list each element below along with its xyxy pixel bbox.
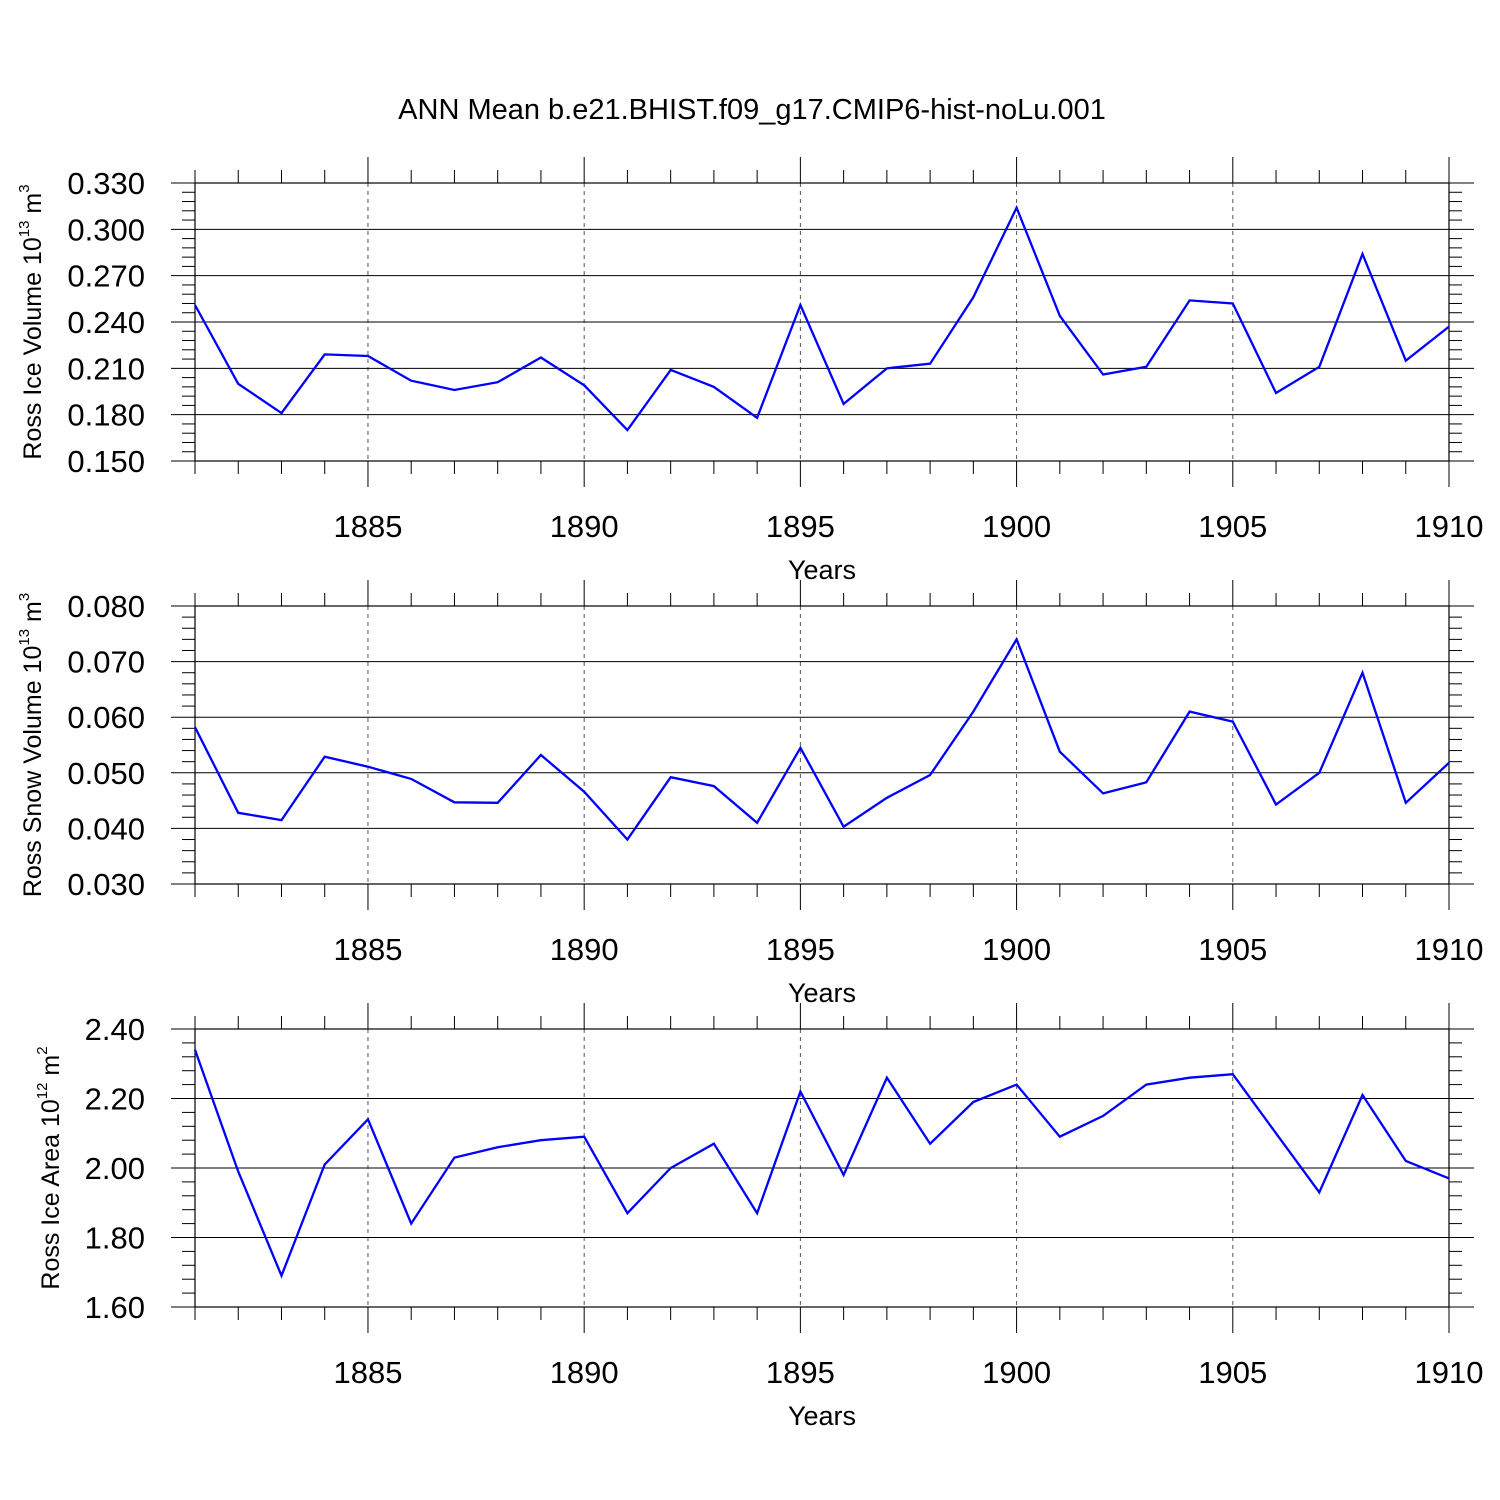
y-tick-label: 0.180: [67, 398, 145, 433]
y-axis-label-main: Ross Ice Volume 10: [19, 237, 47, 459]
x-axis-label: Years: [788, 555, 856, 585]
panel-2: 0.030 0.040 0.050 0.060 0.070 0.080 1885 1890 18…: [16, 580, 1483, 1008]
panel-3: 1.60 1.80 2.00 2.20 2.40 1885 1890 1895 1900 1905…: [34, 1003, 1483, 1431]
x-tick-label: 1900: [982, 509, 1051, 544]
x-tick-label: 1895: [766, 932, 835, 967]
y-tick-label: 2.40: [85, 1012, 145, 1047]
y-axis-label-unit-exponent: 3: [16, 184, 33, 192]
series-line: [193, 204, 1450, 432]
y-axis-label: Ross Snow Volume 1013 m3: [16, 593, 47, 897]
x-tick-label: 1910: [1415, 509, 1484, 544]
y-axis-label-exponent: 13: [16, 221, 33, 238]
y-tick-label: 0.070: [67, 645, 145, 680]
y-tick-label: 1.60: [85, 1290, 145, 1325]
y-axis-label-unit-exponent: 3: [16, 593, 33, 601]
y-axis-label-unit-exponent: 2: [34, 1046, 51, 1054]
y-tick-label: 0.240: [67, 305, 145, 340]
y-tick-label: 0.060: [67, 700, 145, 735]
y-axis-label-unit: m: [19, 601, 47, 629]
y-axis-label-unit: m: [37, 1055, 65, 1083]
y-tick-label: 0.050: [67, 756, 145, 791]
y-axis-label-exponent: 13: [16, 629, 33, 646]
x-tick-label: 1895: [766, 1355, 835, 1390]
y-axis-label-exponent: 12: [34, 1083, 51, 1100]
y-tick-label: 0.300: [67, 212, 145, 247]
x-tick-label: 1910: [1415, 932, 1484, 967]
y-axis-label-unit: m: [19, 193, 47, 221]
x-axis-label: Years: [788, 1401, 856, 1431]
y-tick-label: 1.80: [85, 1221, 145, 1256]
x-tick-label: 1900: [982, 1355, 1051, 1390]
y-axis-label-main: Ross Ice Area 10: [37, 1099, 65, 1289]
y-axis-label: Ross Ice Volume 1013 m3: [16, 184, 47, 459]
y-tick-label: 2.20: [85, 1082, 145, 1117]
series-line: [193, 1049, 1450, 1279]
x-tick-label: 1890: [550, 509, 619, 544]
x-tick-label: 1895: [766, 509, 835, 544]
y-tick-label: 0.040: [67, 811, 145, 846]
x-tick-label: 1900: [982, 932, 1051, 967]
y-tick-label: 0.080: [67, 589, 145, 624]
y-axis-label: Ross Ice Area 1012 m2: [34, 1046, 65, 1289]
series-line: [193, 636, 1450, 842]
panel-1: 0.150 0.180 0.210 0.240 0.270 0.300 0.330 1885 1…: [16, 157, 1483, 585]
x-tick-label: 1910: [1415, 1355, 1484, 1390]
y-tick-label: 0.210: [67, 351, 145, 386]
y-tick-label: 0.150: [67, 444, 145, 479]
x-tick-label: 1885: [333, 932, 402, 967]
x-tick-label: 1890: [550, 1355, 619, 1390]
plot-frame: [194, 605, 1450, 885]
x-axis-label: Years: [788, 978, 856, 1008]
y-axis-label-main: Ross Snow Volume 10: [19, 646, 47, 898]
x-tick-label: 1905: [1198, 1355, 1267, 1390]
x-tick-label: 1885: [333, 1355, 402, 1390]
chart-title: ANN Mean b.e21.BHIST.f09_g17.CMIP6-hist-…: [398, 94, 1106, 126]
y-tick-label: 0.330: [67, 166, 145, 201]
y-tick-label: 0.270: [67, 259, 145, 294]
y-tick-label: 2.00: [85, 1151, 145, 1186]
y-tick-label: 0.030: [67, 867, 145, 902]
x-tick-label: 1885: [333, 509, 402, 544]
x-tick-label: 1905: [1198, 509, 1267, 544]
x-tick-label: 1890: [550, 932, 619, 967]
x-tick-label: 1905: [1198, 932, 1267, 967]
